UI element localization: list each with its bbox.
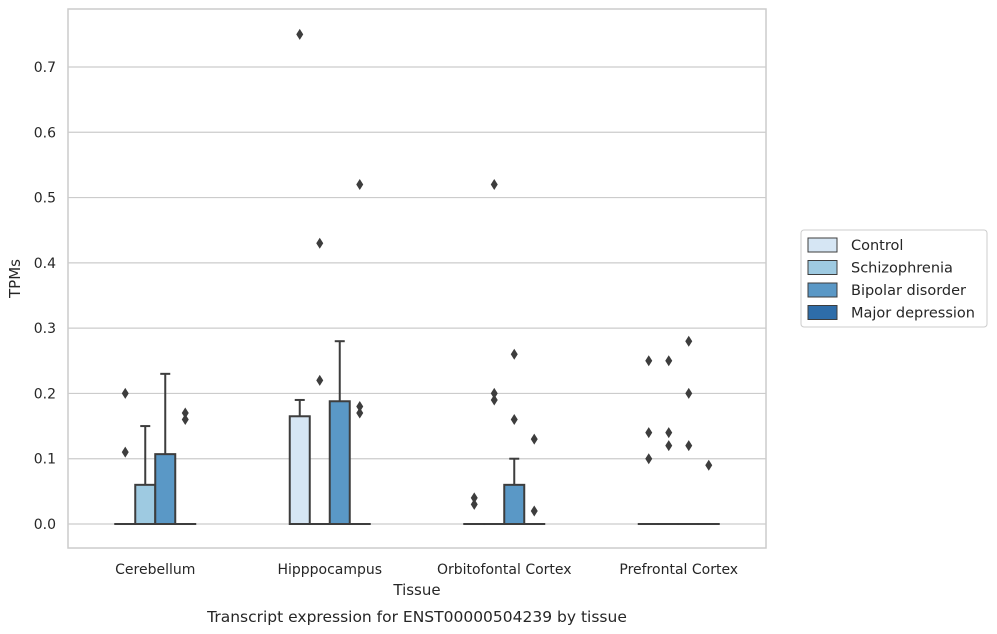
outlier-point <box>296 28 304 40</box>
outlier-point <box>665 355 673 367</box>
outlier-point <box>705 459 713 471</box>
legend-label: Control <box>851 238 903 254</box>
legend-label: Schizophrenia <box>851 261 953 277</box>
y-tick-label: 0.0 <box>34 517 56 533</box>
x-tick-label: Cerebellum <box>115 562 195 578</box>
legend-swatch <box>807 282 838 298</box>
outlier-point <box>490 179 498 191</box>
x-tick-label: Prefrontal Cortex <box>619 562 738 578</box>
y-tick-label: 0.7 <box>34 60 56 76</box>
outlier-point <box>530 505 538 517</box>
legend-swatch <box>807 305 838 320</box>
outlier-point <box>121 446 129 458</box>
outlier-point <box>490 394 498 406</box>
outlier-point <box>510 348 518 360</box>
outlier-point <box>685 335 693 347</box>
box <box>328 400 351 525</box>
outlier-point <box>356 407 364 419</box>
outlier-point <box>645 355 653 367</box>
outlier-point <box>470 498 478 510</box>
outlier-point <box>645 453 653 465</box>
outlier-point <box>530 433 538 445</box>
outlier-point <box>510 414 518 426</box>
legend-label: Bipolar disorder <box>851 283 966 299</box>
box <box>503 483 526 526</box>
y-tick-labels: 0.0 0.1 0.2 0.3 0.4 0.5 0.6 0.7 <box>34 60 56 533</box>
outlier-point <box>665 440 673 452</box>
legend-swatch <box>807 260 838 275</box>
outlier-point <box>665 427 673 439</box>
y-tick-label: 0.6 <box>34 125 56 141</box>
x-axis-label: Tissue <box>392 581 440 599</box>
y-tick-label: 0.1 <box>34 452 56 468</box>
outlier-point <box>181 407 189 419</box>
box <box>134 483 157 526</box>
x-tick-label: Orbitofontal Cortex <box>437 562 572 578</box>
plot-area-frame <box>67 8 767 549</box>
outlier-point <box>316 374 324 386</box>
outlier-point <box>356 179 364 191</box>
x-tick-labels: Cerebellum Hipppocampus Orbitofontal Corte… <box>115 562 738 578</box>
chart-caption: Transcript expression for ENST0000050423… <box>206 608 627 626</box>
outlier-point <box>181 414 189 426</box>
outlier-point <box>685 387 693 399</box>
outlier-point <box>490 387 498 399</box>
y-tick-label: 0.4 <box>34 256 56 272</box>
legend-swatch <box>807 237 838 253</box>
legend-items: Control Schizophrenia Bipolar disorder Majo… <box>807 237 975 322</box>
outlier-point <box>316 237 324 249</box>
outlier-point <box>121 387 129 399</box>
legend-frame <box>800 229 988 328</box>
box <box>288 415 311 525</box>
y-tick-label: 0.3 <box>34 321 56 337</box>
outlier-point <box>645 427 653 439</box>
legend: Control Schizophrenia Bipolar disorder Majo… <box>800 229 988 328</box>
y-tick-label: 0.5 <box>34 191 56 207</box>
gridlines <box>68 66 766 525</box>
box-marks <box>114 28 720 526</box>
outlier-point <box>470 492 478 504</box>
y-tick-label: 0.2 <box>34 386 56 402</box>
box <box>154 453 177 525</box>
y-axis-label: TPMs <box>6 259 24 299</box>
outlier-point <box>356 400 364 412</box>
outlier-point <box>685 440 693 452</box>
legend-label: Major depression <box>851 306 975 322</box>
x-tick-label: Hipppocampus <box>277 562 382 578</box>
